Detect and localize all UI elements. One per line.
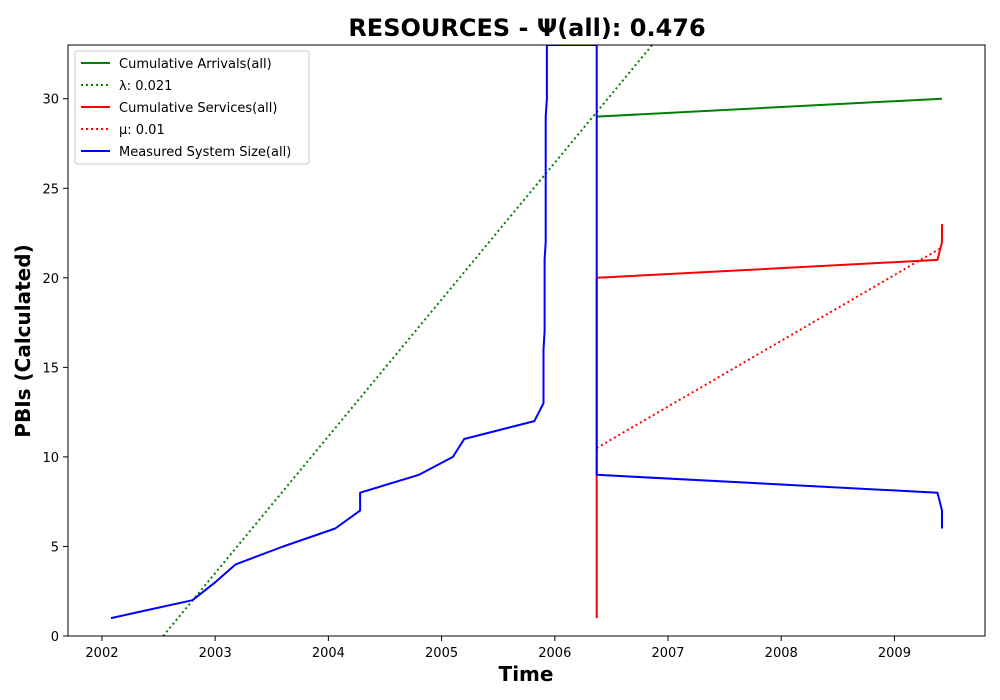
legend: Cumulative Arrivals(all) λ: 0.021 Cumulati… — [74, 50, 310, 165]
y-axis: 0 5 10 15 20 25 30 — [42, 93, 68, 645]
y-tick-label: 5 — [51, 540, 59, 555]
series-layer — [110, 45, 943, 636]
legend-box — [74, 50, 310, 165]
legend-label: λ: 0.021 — [119, 79, 172, 94]
y-tick-label: 25 — [42, 182, 59, 197]
legend-label: Cumulative Arrivals(all) — [119, 57, 272, 72]
y-tick-label: 0 — [51, 630, 59, 645]
series-line-0-01 — [596, 246, 943, 449]
legend-label: Cumulative Services(all) — [119, 101, 277, 116]
x-axis-title: Time — [499, 662, 554, 686]
x-tick-label: 2006 — [538, 646, 571, 661]
y-tick-label: 30 — [42, 93, 59, 108]
x-tick-label: 2009 — [878, 646, 911, 661]
y-tick-label: 10 — [42, 451, 59, 466]
x-tick-label: 2002 — [85, 646, 118, 661]
x-tick-label: 2005 — [425, 646, 458, 661]
legend-label: μ: 0.01 — [119, 123, 165, 138]
plot-frame — [67, 44, 986, 637]
x-axis: 2002 2003 2004 2005 2006 2007 2008 2009 — [85, 636, 911, 661]
series-line-cumulative-arrivals-all — [596, 97, 943, 118]
y-axis-title: PBIs (Calculated) — [11, 244, 35, 437]
series-line-measured-system-size-all — [110, 45, 943, 620]
chart-title: RESOURCES - Ψ(all): 0.476 — [348, 14, 705, 42]
x-tick-label: 2003 — [199, 646, 232, 661]
x-tick-label: 2004 — [312, 646, 345, 661]
legend-label: Measured System Size(all) — [119, 145, 291, 160]
x-tick-label: 2007 — [651, 646, 684, 661]
x-tick-label: 2008 — [765, 646, 798, 661]
y-tick-label: 15 — [42, 361, 59, 376]
y-tick-label: 20 — [42, 272, 59, 287]
